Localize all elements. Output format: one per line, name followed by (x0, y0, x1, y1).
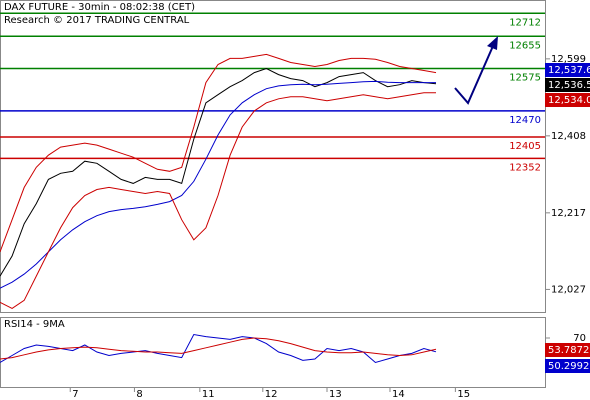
price-tag (545, 63, 590, 77)
price-tag-label: 12,536.5 (548, 80, 590, 91)
y-tick-label: 12,027 (551, 284, 586, 295)
series-line (0, 337, 437, 360)
series-line (0, 80, 436, 289)
y-tick-label: 70 (573, 333, 586, 344)
level-label: 12405 (509, 141, 541, 152)
projection-arrow (454, 45, 494, 105)
x-tick-label: 11 (202, 389, 215, 400)
value-tag (545, 359, 590, 373)
y-tick-label: 12,217 (551, 208, 586, 219)
value-tag-label: 53.7872 (548, 345, 589, 356)
level-label: 12655 (509, 40, 541, 51)
x-tick-label: 13 (329, 389, 342, 400)
level-label: 12470 (509, 115, 541, 126)
y-tick-label: 12,408 (551, 131, 586, 142)
value-tag-label: 50.2992 (548, 361, 589, 372)
level-label: 12712 (509, 17, 541, 28)
series-line (0, 67, 437, 277)
x-tick-label: 12 (265, 389, 278, 400)
x-tick-label: 15 (457, 389, 470, 400)
chart-subtitle: Research © 2017 TRADING CENTRAL (4, 15, 190, 26)
chart-title: RSI14 - 9MA (4, 319, 65, 330)
price-tag-label: 12,537.6 (548, 65, 590, 76)
y-tick-label: 12,599 (551, 54, 586, 65)
price-tag-label: 12,534.0 (548, 95, 590, 106)
x-tick-label: 8 (136, 389, 142, 400)
chart-title: DAX FUTURE - 30min - 08:02:38 (CET) (4, 2, 195, 13)
level-label: 12352 (509, 162, 541, 173)
x-tick-label: 7 (72, 389, 78, 400)
series-line (0, 53, 437, 253)
series-line (0, 92, 436, 309)
x-tick-label: 14 (392, 389, 405, 400)
price-tag (545, 93, 590, 107)
value-tag (545, 343, 590, 357)
price-tag (545, 78, 590, 92)
level-label: 12575 (509, 73, 541, 84)
panel-frame (0, 0, 546, 313)
arrow-head (487, 36, 498, 50)
